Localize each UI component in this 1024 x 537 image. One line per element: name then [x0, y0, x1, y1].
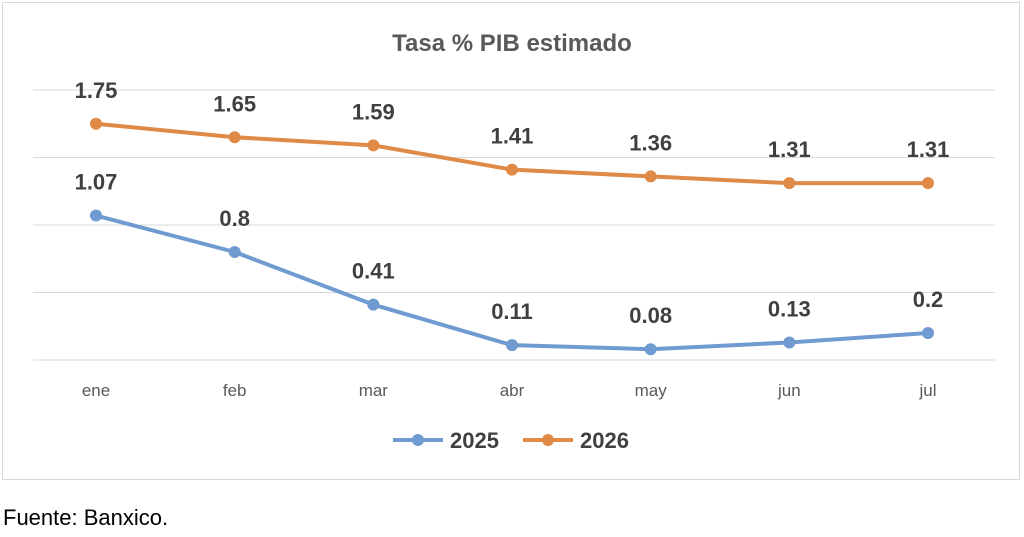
x-tick-label: jul [918, 381, 936, 400]
data-label-2026: 1.31 [768, 137, 811, 162]
data-label-2026: 1.36 [629, 130, 672, 155]
data-label-2026: 1.41 [491, 124, 534, 149]
data-label-2025: 0.11 [491, 299, 533, 324]
legend-label: 2025 [450, 428, 499, 453]
x-axis: ene feb mar abr may jun jul [82, 381, 937, 400]
legend-label: 2026 [580, 428, 629, 453]
series-line-2025 [94, 213, 930, 352]
data-point-2026 [644, 170, 657, 183]
gridlines [33, 89, 995, 361]
x-tick-label: mar [359, 381, 389, 400]
data-label-2025: 1.07 [75, 170, 118, 195]
data-point-2026 [367, 139, 380, 152]
line-chart: Tasa % PIB estimado ene feb mar abr may jun ju… [33, 30, 995, 453]
data-label-2025: 0.8 [219, 206, 250, 231]
legend: 2025 2026 [393, 428, 629, 453]
data-label-2025: 0.41 [352, 259, 395, 284]
chart-title: Tasa % PIB estimado [392, 30, 632, 57]
data-labels: 1.07 0.8 0.41 0.11 0.08 0.13 0.2 1.75 1.65 1.59 1.… [75, 78, 950, 328]
data-label-2025: 0.2 [913, 287, 944, 312]
x-tick-label: abr [500, 381, 525, 400]
legend-swatch-marker [542, 434, 554, 446]
data-point-2025 [90, 209, 102, 222]
data-point-2025 [506, 339, 518, 352]
legend-item-2026: 2026 [523, 428, 629, 453]
data-point-2025 [922, 327, 934, 339]
data-label-2025: 0.08 [629, 303, 672, 328]
source-note: Fuente: Banxico. [3, 505, 169, 530]
chart-frame: Tasa % PIB estimado ene feb mar abr may jun ju… [2, 2, 1020, 480]
data-point-2026 [783, 177, 796, 190]
data-point-2026 [90, 117, 102, 130]
data-label-2026: 1.65 [213, 91, 256, 116]
data-label-2026: 1.59 [352, 99, 395, 124]
data-point-2025 [228, 246, 241, 258]
x-tick-label: feb [223, 381, 247, 400]
data-point-2026 [922, 177, 934, 190]
data-point-2026 [228, 131, 241, 144]
legend-swatch-marker [412, 434, 424, 446]
data-label-2026: 1.31 [907, 137, 950, 162]
data-label-2025: 0.13 [768, 296, 811, 321]
data-point-2025 [644, 343, 657, 356]
x-tick-label: jun [777, 381, 801, 400]
legend-item-2025: 2025 [393, 428, 499, 453]
data-point-2026 [506, 163, 518, 176]
x-tick-label: ene [82, 381, 110, 400]
data-point-2025 [367, 298, 380, 311]
series-layer [90, 117, 934, 356]
x-tick-label: may [635, 381, 668, 400]
data-point-2025 [783, 336, 796, 349]
data-label-2026: 1.75 [75, 78, 118, 103]
